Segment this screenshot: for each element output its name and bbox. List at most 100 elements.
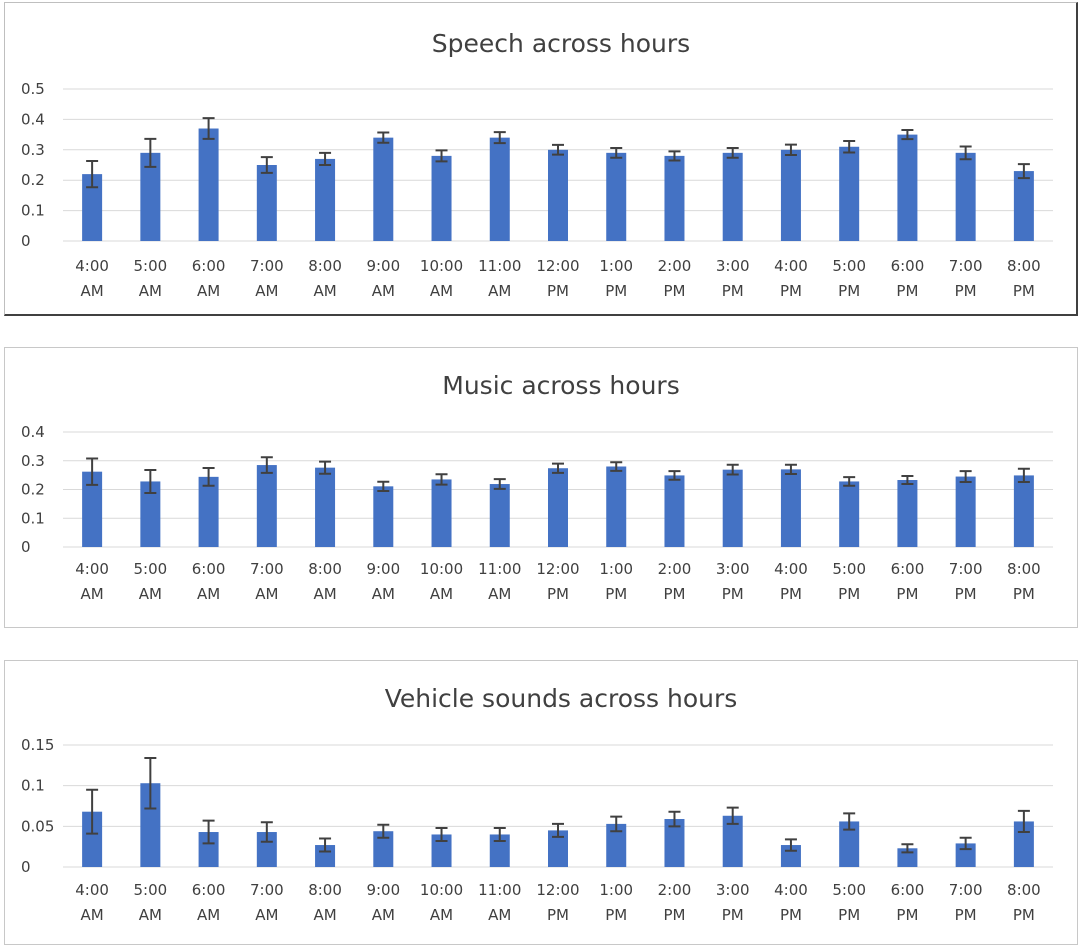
- vehicle-bar: [664, 819, 685, 867]
- speech-error-bar: [726, 146, 739, 159]
- speech-error-bar: [959, 145, 972, 161]
- speech-error-bar: [202, 117, 215, 140]
- music-x-tick-period: PM: [1013, 585, 1035, 603]
- speech-bar: [256, 165, 277, 241]
- vehicle-x-tick-period: PM: [605, 906, 627, 924]
- vehicle-error-bar: [377, 823, 390, 839]
- speech-x-tick-period: PM: [838, 282, 860, 300]
- speech-bar: [489, 137, 510, 241]
- vehicle-x-tick-label: 4:00: [75, 881, 109, 899]
- music-x-tick-label: 7:00: [250, 560, 284, 578]
- speech-x-tick-period: PM: [896, 282, 918, 300]
- vehicle-y-tick-label: 0.1: [21, 777, 45, 795]
- music-x-tick-label: 1:00: [599, 560, 633, 578]
- music-bar: [664, 475, 685, 547]
- music-x-tick-label: 5:00: [832, 560, 866, 578]
- speech-x-tick-label: 12:00: [536, 257, 579, 275]
- vehicle-error-bar: [901, 843, 914, 854]
- speech-error-bar: [260, 156, 273, 174]
- vehicle-bar: [315, 845, 336, 867]
- vehicle-bar: [606, 823, 627, 867]
- speech-bar: [373, 137, 394, 241]
- speech-x-tick-label: 8:00: [308, 257, 342, 275]
- music-error-bar: [901, 474, 914, 486]
- speech-bar: [606, 152, 627, 241]
- music-bar: [489, 484, 510, 547]
- speech-x-tick-label: 7:00: [250, 257, 284, 275]
- speech-x-tick-label: 6:00: [891, 257, 925, 275]
- music-bar: [198, 476, 219, 547]
- speech-x-tick-label: 1:00: [599, 257, 633, 275]
- vehicle-x-tick-period: AM: [139, 906, 162, 924]
- music-x-tick-period: AM: [488, 585, 511, 603]
- vehicle-bar: [256, 832, 277, 867]
- music-x-tick-period: AM: [197, 585, 220, 603]
- speech-y-tick-label: 0.3: [21, 141, 45, 159]
- music-x-tick-label: 3:00: [716, 560, 750, 578]
- speech-x-tick-period: AM: [313, 282, 336, 300]
- vehicle-x-tick-period: AM: [430, 906, 453, 924]
- speech-error-bar: [493, 131, 506, 145]
- music-x-tick-label: 9:00: [366, 560, 400, 578]
- speech-bar: [548, 149, 568, 241]
- vehicle-chart-title: Vehicle sounds across hours: [385, 684, 738, 713]
- music-error-bar: [610, 461, 623, 472]
- speech-error-bar: [610, 146, 623, 159]
- music-x-tick-period: PM: [605, 585, 627, 603]
- vehicle-x-tick-period: PM: [722, 906, 744, 924]
- music-chart: Music across hours 0 0.1 0.2 0.3 0.4 4:00 AM 5:0…: [21, 371, 1053, 603]
- speech-x-tick-period: PM: [1013, 282, 1035, 300]
- vehicle-x-tick-period: AM: [372, 906, 395, 924]
- speech-bar: [955, 152, 976, 241]
- speech-y-tick-label: 0: [21, 232, 31, 250]
- speech-bar: [839, 146, 860, 241]
- vehicle-error-bar: [726, 806, 739, 825]
- speech-x-tick-label: 8:00: [1007, 257, 1041, 275]
- speech-x-tick-label: 6:00: [192, 257, 226, 275]
- music-x-tick-label: 10:00: [420, 560, 463, 578]
- music-x-tick-period: AM: [372, 585, 395, 603]
- speech-error-bar: [668, 150, 681, 162]
- speech-x-tick-period: AM: [81, 282, 104, 300]
- music-x-tick-period: PM: [780, 585, 802, 603]
- vehicle-x-tick-label: 8:00: [1007, 881, 1041, 899]
- vehicle-error-bar: [260, 821, 273, 843]
- vehicle-error-bar: [202, 819, 215, 845]
- vehicle-x-tick-period: PM: [838, 906, 860, 924]
- vehicle-x-tick-label: 7:00: [949, 881, 983, 899]
- vehicle-error-bar: [319, 837, 332, 853]
- music-error-bar: [668, 470, 681, 481]
- speech-chart-panel: Speech across hours 0 0.1 0.2 0.3 0.4 0.5 4:00 A…: [4, 2, 1078, 316]
- music-y-tick-label: 0.2: [21, 481, 45, 499]
- music-bar: [780, 469, 801, 547]
- music-x-tick-period: PM: [663, 585, 685, 603]
- music-error-bar: [1017, 467, 1030, 484]
- speech-x-tick-period: AM: [197, 282, 220, 300]
- music-error-bar: [377, 480, 390, 492]
- speech-bar: [198, 128, 219, 241]
- music-error-bar: [843, 476, 856, 487]
- music-chart-title: Music across hours: [442, 371, 679, 400]
- music-error-bar: [202, 466, 215, 487]
- music-x-tick-period: AM: [430, 585, 453, 603]
- speech-y-tick-label: 0.2: [21, 171, 45, 189]
- speech-y-tick-label: 0.4: [21, 110, 45, 128]
- vehicle-x-tick-label: 3:00: [716, 881, 750, 899]
- speech-bar: [431, 155, 452, 241]
- music-x-tick-label: 12:00: [536, 560, 579, 578]
- speech-error-bar: [843, 139, 856, 154]
- speech-x-tick-period: AM: [139, 282, 162, 300]
- music-x-tick-label: 8:00: [1007, 560, 1041, 578]
- music-bar: [431, 479, 452, 547]
- music-bar: [897, 480, 918, 547]
- music-error-bar: [726, 463, 739, 476]
- vehicle-x-tick-label: 2:00: [658, 881, 692, 899]
- vehicle-bar: [373, 831, 394, 867]
- vehicle-x-tick-period: PM: [896, 906, 918, 924]
- speech-error-bar: [86, 160, 99, 189]
- vehicle-error-bar: [959, 836, 972, 851]
- speech-x-tick-label: 4:00: [75, 257, 109, 275]
- speech-error-bar: [784, 143, 797, 156]
- music-error-bar: [144, 468, 157, 494]
- speech-bar: [140, 152, 161, 241]
